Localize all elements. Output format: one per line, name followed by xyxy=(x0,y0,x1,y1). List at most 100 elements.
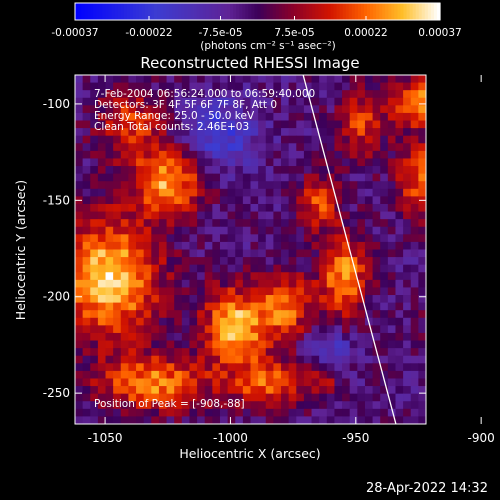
heatmap-cell xyxy=(265,196,274,205)
heatmap-cell xyxy=(403,211,412,220)
heatmap-cell xyxy=(75,348,84,357)
heatmap-cell xyxy=(143,249,152,258)
heatmap-cell xyxy=(296,287,305,296)
heatmap-cell xyxy=(250,310,259,319)
heatmap-cell xyxy=(334,408,343,417)
heatmap-cell xyxy=(326,143,335,152)
heatmap-cell xyxy=(357,363,366,372)
heatmap-cell xyxy=(242,203,251,213)
heatmap-cell xyxy=(219,317,229,326)
heatmap-cell xyxy=(281,181,290,190)
heatmap-cell xyxy=(258,234,267,243)
heatmap-cell xyxy=(158,143,168,152)
heatmap-cell xyxy=(372,75,381,84)
heatmap-cell xyxy=(395,340,404,349)
heatmap-cell xyxy=(250,287,259,296)
heatmap-cell xyxy=(357,310,366,319)
heatmap-cell xyxy=(387,386,396,395)
heatmap-cell xyxy=(281,203,290,213)
heatmap-cell xyxy=(235,249,244,258)
heatmap-cell xyxy=(181,112,190,122)
heatmap-cell xyxy=(242,310,251,319)
heatmap-cell xyxy=(296,279,305,288)
heatmap-cell xyxy=(395,325,404,334)
heatmap-cell xyxy=(174,128,183,137)
heatmap-cell xyxy=(189,188,198,197)
heatmap-cell xyxy=(258,135,267,144)
heatmap-cell xyxy=(197,226,206,235)
colorbar-cell xyxy=(382,3,386,20)
heatmap-cell xyxy=(166,401,175,410)
colorbar-cell xyxy=(239,3,243,20)
heatmap-cell xyxy=(265,340,274,349)
heatmap-cell xyxy=(342,287,351,296)
heatmap-cell xyxy=(250,370,259,379)
heatmap-cell xyxy=(90,241,99,250)
heatmap-cell xyxy=(418,158,426,167)
colorbar-cell xyxy=(260,3,265,20)
heatmap-cell xyxy=(258,378,267,387)
heatmap-cell xyxy=(204,211,213,220)
heatmap-cell xyxy=(349,158,358,167)
heatmap-cell xyxy=(273,416,282,424)
heatmap-cell xyxy=(326,128,335,137)
heatmap-cell xyxy=(235,128,244,137)
heatmap-cell xyxy=(380,416,389,424)
heatmap-cell xyxy=(219,234,229,243)
heatmap-cell xyxy=(189,166,198,175)
heatmap-cell xyxy=(288,120,297,129)
heatmap-cell xyxy=(181,226,190,235)
heatmap-cell xyxy=(105,234,114,243)
heatmap-cell xyxy=(273,401,282,410)
axis-ticks: -1050 -1000 -950 -900-100-150-200-250 xyxy=(43,75,495,445)
heatmap-cell xyxy=(227,317,236,326)
heatmap-cell xyxy=(403,393,412,402)
heatmap-cell xyxy=(151,211,160,220)
heatmap-cell xyxy=(136,272,145,281)
heatmap-cell xyxy=(273,370,282,379)
heatmap-cell xyxy=(120,105,129,114)
heatmap-cell xyxy=(113,393,122,402)
heatmap-cell xyxy=(281,219,290,228)
heatmap-cell xyxy=(166,408,175,417)
heatmap-cell xyxy=(403,97,412,106)
heatmap-cell xyxy=(410,310,419,319)
heatmap-cell xyxy=(357,234,366,243)
heatmap-cell xyxy=(418,226,426,235)
x-tick-label: -1000 xyxy=(213,431,248,445)
heatmap-cell xyxy=(372,401,381,410)
heatmap-cell xyxy=(303,401,313,410)
heatmap-cell xyxy=(380,143,389,152)
colorbar-cell xyxy=(227,3,231,20)
heatmap-cell xyxy=(97,226,107,235)
heatmap-cell xyxy=(288,295,297,304)
heatmap-cell xyxy=(334,378,343,387)
heatmap-cell xyxy=(380,408,389,417)
heatmap-cell xyxy=(136,150,145,159)
heatmap-cell xyxy=(303,211,313,220)
heatmap-cell xyxy=(372,135,381,144)
heatmap-cell xyxy=(158,97,168,106)
heatmap-cell xyxy=(395,317,404,326)
heatmap-cell xyxy=(410,295,419,304)
heatmap-cell xyxy=(265,105,274,114)
heatmap-cell xyxy=(219,143,229,152)
heatmap-cell xyxy=(75,249,84,258)
heatmap-cell xyxy=(97,143,107,152)
heatmap-cell xyxy=(120,279,129,288)
heatmap-cell xyxy=(166,75,175,84)
heatmap-cell xyxy=(395,363,404,372)
heatmap-cell xyxy=(395,75,404,84)
heatmap-cell xyxy=(219,188,229,197)
heatmap-cell xyxy=(387,416,396,424)
heatmap-cell xyxy=(395,348,404,357)
heatmap-cell xyxy=(342,203,351,213)
heatmap-cell xyxy=(242,188,251,197)
heatmap-cell xyxy=(151,416,160,424)
heatmap-cell xyxy=(136,97,145,106)
heatmap-cell xyxy=(349,386,358,395)
heatmap-cell xyxy=(204,272,213,281)
heatmap-cell xyxy=(197,82,206,91)
heatmap-cell xyxy=(105,82,114,91)
heatmap-cell xyxy=(357,416,366,424)
